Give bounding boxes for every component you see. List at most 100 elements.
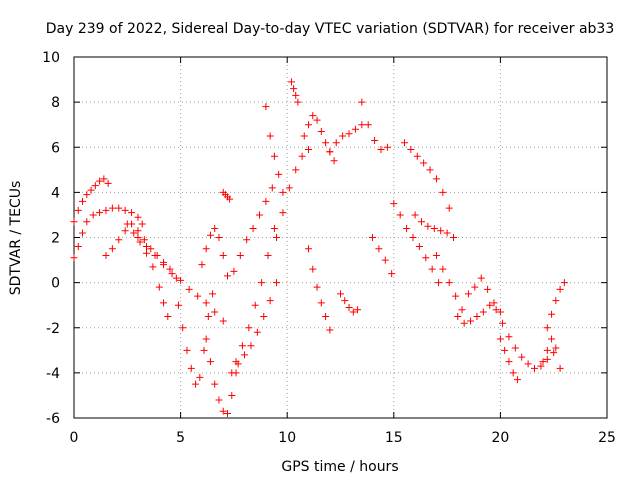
data-point: [228, 369, 236, 377]
data-point: [83, 191, 91, 199]
data-point: [266, 132, 274, 140]
series-arc-10: [228, 279, 281, 377]
series-arc-6: [174, 290, 217, 388]
data-point: [226, 195, 234, 203]
data-point: [317, 299, 325, 307]
data-point: [449, 234, 457, 241]
data-point: [313, 116, 321, 124]
data-point: [552, 344, 560, 352]
y-tick-label: 10: [42, 50, 60, 66]
data-point: [123, 220, 131, 228]
data-point: [79, 197, 87, 205]
y-tick-label: -4: [46, 366, 60, 382]
data-point: [560, 279, 568, 287]
data-point: [524, 360, 532, 368]
data-point: [96, 209, 104, 217]
data-point: [543, 355, 551, 363]
data-point: [309, 112, 317, 120]
series-arc-29: [539, 335, 564, 372]
data-point: [134, 234, 142, 241]
data-point: [322, 312, 330, 320]
data-point: [292, 166, 300, 174]
data-point: [155, 283, 163, 291]
data-point: [452, 292, 460, 300]
series-arc-28: [496, 335, 521, 384]
data-point: [511, 344, 519, 352]
data-point: [247, 342, 255, 350]
data-point: [164, 312, 172, 320]
data-point: [492, 306, 500, 314]
data-point: [121, 227, 129, 235]
data-point: [268, 184, 276, 192]
data-point: [415, 243, 423, 251]
x-tick-label: 15: [385, 430, 403, 446]
data-point: [418, 218, 426, 226]
data-point: [383, 143, 391, 151]
data-point: [74, 206, 82, 214]
data-point: [273, 234, 281, 241]
data-point: [454, 312, 462, 320]
data-point: [147, 245, 155, 253]
data-point: [83, 218, 91, 226]
data-point: [413, 152, 421, 160]
data-point: [275, 170, 283, 178]
data-point: [552, 297, 560, 305]
data-point: [200, 346, 208, 354]
data-point: [174, 301, 182, 309]
data-point: [236, 252, 244, 260]
series-arc-13: [262, 103, 287, 196]
data-point: [477, 274, 485, 282]
data-point: [219, 252, 227, 260]
data-point: [426, 166, 434, 174]
data-point: [518, 353, 526, 361]
series-arc-1: [70, 175, 112, 226]
series-arc-14: [273, 146, 313, 241]
data-point: [128, 209, 136, 217]
data-point: [87, 186, 95, 194]
data-point: [96, 177, 104, 185]
x-axis-label: GPS time / hours: [281, 459, 398, 475]
data-point: [341, 297, 349, 305]
y-tick-label: -2: [46, 321, 60, 337]
data-point: [260, 312, 268, 320]
data-point: [326, 326, 334, 334]
data-point: [400, 139, 408, 147]
data-point: [194, 292, 202, 300]
data-point: [140, 236, 148, 244]
x-tick-label: 10: [278, 430, 296, 446]
data-point: [264, 252, 272, 260]
data-point: [509, 369, 517, 377]
series-arc-4: [123, 220, 172, 320]
data-point: [364, 121, 372, 129]
data-point: [432, 175, 440, 183]
data-point: [285, 184, 293, 192]
data-point: [294, 98, 302, 106]
data-point: [409, 234, 417, 241]
data-point: [550, 349, 558, 357]
data-point: [209, 290, 217, 298]
series-arc-19: [337, 290, 362, 316]
data-point: [501, 346, 509, 354]
data-point: [548, 310, 556, 318]
data-point: [290, 85, 298, 93]
data-point: [102, 252, 110, 260]
data-point: [202, 335, 210, 343]
data-point: [381, 256, 389, 264]
data-point: [243, 236, 251, 244]
data-point: [160, 261, 168, 269]
series-arc-21: [368, 234, 396, 278]
data-point: [490, 299, 498, 307]
data-point: [420, 159, 428, 167]
data-point: [258, 279, 266, 287]
data-point: [179, 324, 187, 332]
data-point: [305, 121, 313, 129]
data-point: [298, 152, 306, 160]
data-point: [151, 252, 159, 260]
series-arc-11: [232, 224, 278, 366]
data-point: [136, 238, 144, 246]
data-point: [215, 234, 223, 241]
data-point: [305, 245, 313, 253]
data-point: [556, 364, 564, 372]
data-point: [255, 211, 263, 219]
series-arc-22: [390, 200, 443, 287]
